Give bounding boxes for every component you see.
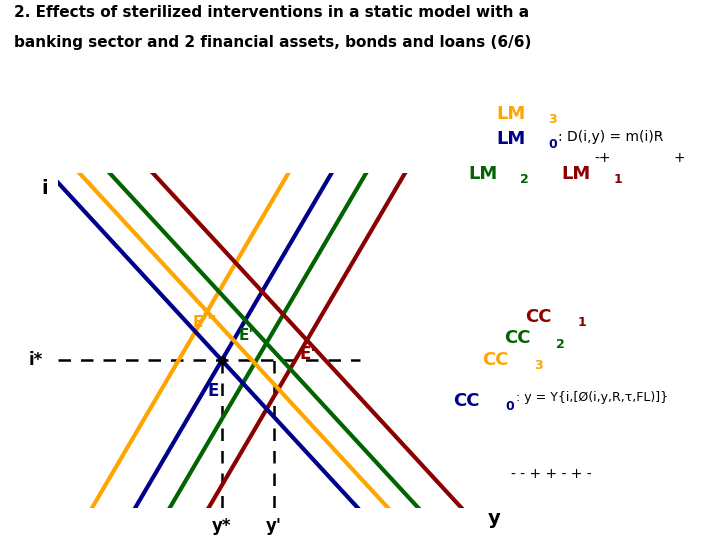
Text: 2: 2 xyxy=(556,338,564,350)
Text: : y = Y{i,[Ø(i,y,R,τ,FL)]}: : y = Y{i,[Ø(i,y,R,τ,FL)]} xyxy=(516,392,667,404)
Text: 3: 3 xyxy=(549,113,557,126)
Text: 1: 1 xyxy=(577,316,586,329)
Text: -+: -+ xyxy=(594,151,611,165)
Text: y*: y* xyxy=(212,517,232,535)
Text: 0: 0 xyxy=(505,400,514,413)
Text: 3: 3 xyxy=(534,359,543,372)
Text: CC: CC xyxy=(504,329,531,347)
Text: 2: 2 xyxy=(520,173,528,186)
Text: E: E xyxy=(207,382,219,400)
Text: 0: 0 xyxy=(549,138,557,151)
Text: 1: 1 xyxy=(613,173,622,186)
Text: CC: CC xyxy=(526,308,552,326)
Text: i*: i* xyxy=(29,352,43,369)
Text: LM: LM xyxy=(562,165,591,183)
Text: y': y' xyxy=(266,517,282,535)
Text: - - + + - + -: - - + + - + - xyxy=(511,467,592,481)
Text: E''': E''' xyxy=(192,315,217,330)
Text: LM: LM xyxy=(497,105,526,123)
Text: banking sector and 2 financial assets, bonds and loans (6/6): banking sector and 2 financial assets, b… xyxy=(14,35,532,50)
Text: : D(i,y) = m(i)R: : D(i,y) = m(i)R xyxy=(558,130,663,144)
Text: 2. Effects of sterilized interventions in a static model with a: 2. Effects of sterilized interventions i… xyxy=(14,5,529,21)
Text: i: i xyxy=(41,179,48,199)
Text: LM: LM xyxy=(497,130,526,147)
Text: y: y xyxy=(487,509,500,528)
Text: LM: LM xyxy=(468,165,498,183)
Text: E': E' xyxy=(300,345,316,362)
Text: E": E" xyxy=(238,328,257,343)
Text: +: + xyxy=(673,151,685,165)
Text: CC: CC xyxy=(454,392,480,409)
Text: CC: CC xyxy=(482,351,509,369)
